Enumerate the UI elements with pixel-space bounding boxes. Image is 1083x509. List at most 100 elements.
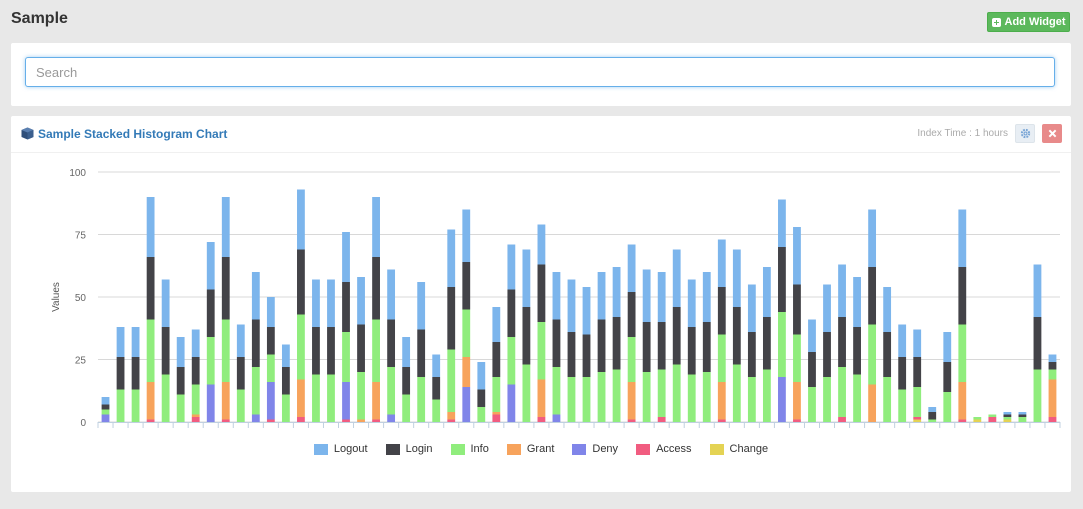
bar-segment: [357, 324, 365, 372]
bar-segment: [657, 322, 666, 370]
bar-segment: [988, 414, 997, 417]
bar-segment: [732, 249, 741, 307]
bar-segment: [898, 324, 907, 357]
bar-segment: [101, 414, 110, 422]
bar-segment: [567, 332, 576, 377]
add-widget-label: Add Widget: [1004, 16, 1066, 28]
bar-segment: [357, 277, 365, 325]
bar-segment: [507, 384, 516, 422]
legend-label: Login: [405, 443, 433, 455]
bar-segment: [958, 267, 967, 325]
legend-label: Grant: [526, 443, 555, 455]
bar-segment: [582, 334, 591, 377]
bar-segment: [913, 419, 922, 422]
bar-segment: [717, 287, 726, 335]
gear-icon: [1020, 128, 1030, 139]
bar-segment: [793, 334, 801, 382]
bar-segment: [717, 239, 726, 287]
bar-segment: [297, 379, 305, 417]
bar-segment: [1033, 369, 1042, 422]
widget-title[interactable]: Sample Stacked Histogram Chart: [38, 127, 228, 141]
bar-segment: [793, 284, 801, 335]
bar-segment: [492, 377, 501, 412]
bar-segment: [251, 319, 260, 367]
page-title: Sample: [11, 10, 68, 27]
bar-segment: [687, 327, 696, 375]
legend-label: Logout: [333, 443, 368, 455]
bar-segment: [101, 404, 110, 410]
search-input[interactable]: [25, 57, 1055, 87]
bar-segment: [176, 337, 185, 367]
bar-segment: [492, 412, 501, 415]
bar-segment: [492, 414, 501, 422]
add-widget-button[interactable]: Add Widget: [987, 12, 1070, 32]
bar-segment: [251, 272, 260, 320]
bar-segment: [913, 357, 922, 387]
bar-segment: [838, 317, 846, 367]
bar-segment: [868, 384, 877, 422]
bar-segment: [717, 334, 726, 382]
y-axis-label: Values: [51, 282, 62, 312]
y-tick-label: 100: [69, 168, 86, 179]
bar-segment: [402, 394, 411, 422]
bar-segment: [297, 314, 305, 380]
bar-segment: [462, 387, 471, 422]
bar-segment: [657, 369, 666, 417]
bar-segment: [717, 382, 726, 420]
legend-item[interactable]: Grant: [506, 443, 555, 455]
bar-segment: [266, 297, 275, 327]
bar-segment: [1048, 417, 1057, 422]
bar-segment: [116, 327, 125, 357]
legend-label: Info: [470, 443, 489, 455]
legend-item[interactable]: Login: [385, 443, 433, 455]
bar-segment: [823, 332, 831, 377]
bar-segment: [808, 352, 816, 387]
bar-segment: [657, 417, 666, 422]
bar-segment: [297, 249, 305, 315]
bar-segment: [1033, 264, 1042, 317]
bar-segment: [973, 419, 982, 422]
settings-button[interactable]: [1015, 124, 1035, 143]
bar-segment: [372, 382, 380, 420]
bar-segment: [342, 282, 350, 332]
bar-segment: [342, 382, 350, 420]
bar-segment: [1048, 354, 1057, 362]
bar-segment: [312, 327, 320, 375]
bar-segment: [567, 279, 576, 332]
bar-segment: [627, 337, 636, 382]
bar-segment: [793, 382, 801, 420]
bar-segment: [838, 367, 846, 417]
bar-segment: [1033, 317, 1042, 370]
legend-item[interactable]: Info: [450, 443, 489, 455]
bar-segment: [552, 367, 561, 415]
bar-segment: [973, 417, 982, 420]
bar-segment: [537, 264, 546, 322]
bar-segment: [387, 269, 396, 320]
bar-segment: [507, 244, 516, 290]
bar-segment: [447, 349, 456, 412]
legend-item[interactable]: Change: [709, 443, 768, 455]
bar-segment: [642, 372, 651, 422]
bar-segment: [236, 324, 245, 357]
bar-segment: [853, 327, 861, 375]
bar-segment: [372, 419, 380, 422]
close-icon: [1048, 129, 1056, 138]
bar-segment: [988, 417, 997, 422]
legend-item[interactable]: Access: [636, 443, 692, 455]
legend-item[interactable]: Deny: [572, 443, 618, 455]
y-tick-label: 50: [75, 293, 87, 304]
bar-segment: [702, 322, 711, 372]
search-panel: [11, 43, 1071, 106]
legend-item[interactable]: Logout: [313, 443, 368, 455]
bar-segment: [913, 417, 922, 420]
bar-segment: [1048, 369, 1057, 380]
bar-segment: [928, 407, 937, 412]
bar-segment: [808, 387, 816, 422]
bar-segment: [312, 374, 320, 422]
bar-segment: [266, 419, 275, 422]
legend-swatch: [450, 443, 465, 455]
close-button[interactable]: [1042, 124, 1062, 143]
bar-segment: [236, 357, 245, 390]
bar-segment: [221, 197, 230, 257]
bar-segment: [342, 419, 350, 422]
